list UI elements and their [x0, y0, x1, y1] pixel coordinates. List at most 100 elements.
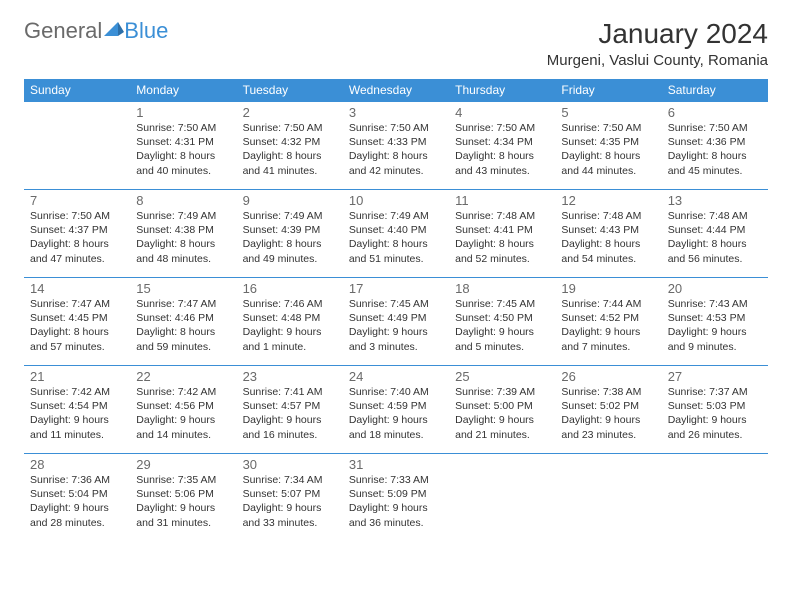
day-info: Sunrise: 7:34 AMSunset: 5:07 PMDaylight:…	[243, 473, 337, 530]
calendar-day-cell: 27Sunrise: 7:37 AMSunset: 5:03 PMDayligh…	[662, 366, 768, 454]
day-info-line: Sunset: 4:49 PM	[349, 311, 443, 325]
calendar-day-cell: 8Sunrise: 7:49 AMSunset: 4:38 PMDaylight…	[130, 190, 236, 278]
calendar-day-cell: 12Sunrise: 7:48 AMSunset: 4:43 PMDayligh…	[555, 190, 661, 278]
day-number: 3	[349, 105, 443, 120]
day-info-line: Sunrise: 7:39 AM	[455, 385, 549, 399]
page-header: GeneralBlue January 2024 Murgeni, Vaslui…	[24, 18, 768, 75]
day-info-line: Sunset: 4:57 PM	[243, 399, 337, 413]
calendar-day-cell: 29Sunrise: 7:35 AMSunset: 5:06 PMDayligh…	[130, 454, 236, 542]
day-info-line: Sunset: 4:41 PM	[455, 223, 549, 237]
day-info-line: and 59 minutes.	[136, 340, 230, 354]
weekday-header: Thursday	[449, 79, 555, 102]
calendar-day-cell: 15Sunrise: 7:47 AMSunset: 4:46 PMDayligh…	[130, 278, 236, 366]
calendar-day-cell: 2Sunrise: 7:50 AMSunset: 4:32 PMDaylight…	[237, 102, 343, 190]
day-number: 7	[30, 193, 124, 208]
day-info-line: Sunset: 4:34 PM	[455, 135, 549, 149]
calendar-day-cell: 3Sunrise: 7:50 AMSunset: 4:33 PMDaylight…	[343, 102, 449, 190]
logo-text-general: General	[24, 18, 102, 44]
day-info-line: Daylight: 9 hours	[668, 413, 762, 427]
weekday-header: Saturday	[662, 79, 768, 102]
day-info-line: Daylight: 8 hours	[243, 237, 337, 251]
calendar-day-cell	[449, 454, 555, 542]
logo: GeneralBlue	[24, 18, 168, 44]
day-info-line: Sunset: 4:56 PM	[136, 399, 230, 413]
day-info-line: and 36 minutes.	[349, 516, 443, 530]
day-info-line: and 16 minutes.	[243, 428, 337, 442]
day-info-line: Daylight: 9 hours	[243, 325, 337, 339]
day-info-line: Sunrise: 7:50 AM	[30, 209, 124, 223]
day-info: Sunrise: 7:37 AMSunset: 5:03 PMDaylight:…	[668, 385, 762, 442]
day-info-line: and 5 minutes.	[455, 340, 549, 354]
day-info-line: Daylight: 9 hours	[136, 413, 230, 427]
day-info-line: and 49 minutes.	[243, 252, 337, 266]
day-info-line: Daylight: 9 hours	[668, 325, 762, 339]
calendar-day-cell: 24Sunrise: 7:40 AMSunset: 4:59 PMDayligh…	[343, 366, 449, 454]
day-info-line: Sunrise: 7:41 AM	[243, 385, 337, 399]
day-info-line: Daylight: 9 hours	[349, 325, 443, 339]
day-info-line: Sunset: 5:03 PM	[668, 399, 762, 413]
day-info-line: Daylight: 8 hours	[136, 325, 230, 339]
calendar-day-cell: 28Sunrise: 7:36 AMSunset: 5:04 PMDayligh…	[24, 454, 130, 542]
day-info-line: Sunrise: 7:50 AM	[668, 121, 762, 135]
calendar-day-cell: 23Sunrise: 7:41 AMSunset: 4:57 PMDayligh…	[237, 366, 343, 454]
day-info-line: Sunrise: 7:49 AM	[136, 209, 230, 223]
day-info-line: Sunset: 4:45 PM	[30, 311, 124, 325]
day-info-line: Daylight: 9 hours	[455, 325, 549, 339]
day-info-line: Sunrise: 7:48 AM	[561, 209, 655, 223]
calendar-day-cell: 4Sunrise: 7:50 AMSunset: 4:34 PMDaylight…	[449, 102, 555, 190]
day-info-line: Daylight: 9 hours	[349, 501, 443, 515]
day-info-line: Sunset: 4:59 PM	[349, 399, 443, 413]
day-info-line: Sunset: 5:04 PM	[30, 487, 124, 501]
day-info-line: Daylight: 8 hours	[349, 149, 443, 163]
day-info-line: and 51 minutes.	[349, 252, 443, 266]
month-title: January 2024	[547, 18, 768, 50]
day-info-line: Daylight: 8 hours	[136, 237, 230, 251]
day-info-line: and 7 minutes.	[561, 340, 655, 354]
day-info: Sunrise: 7:49 AMSunset: 4:40 PMDaylight:…	[349, 209, 443, 266]
day-info: Sunrise: 7:46 AMSunset: 4:48 PMDaylight:…	[243, 297, 337, 354]
day-info-line: Sunrise: 7:33 AM	[349, 473, 443, 487]
day-info: Sunrise: 7:48 AMSunset: 4:41 PMDaylight:…	[455, 209, 549, 266]
day-info: Sunrise: 7:41 AMSunset: 4:57 PMDaylight:…	[243, 385, 337, 442]
weekday-header: Friday	[555, 79, 661, 102]
day-info-line: Sunset: 5:06 PM	[136, 487, 230, 501]
day-info-line: Sunrise: 7:42 AM	[136, 385, 230, 399]
day-info-line: Sunrise: 7:44 AM	[561, 297, 655, 311]
day-number: 13	[668, 193, 762, 208]
day-number: 10	[349, 193, 443, 208]
day-number: 8	[136, 193, 230, 208]
calendar-day-cell: 30Sunrise: 7:34 AMSunset: 5:07 PMDayligh…	[237, 454, 343, 542]
day-info-line: Daylight: 8 hours	[243, 149, 337, 163]
weekday-header: Monday	[130, 79, 236, 102]
day-info-line: and 33 minutes.	[243, 516, 337, 530]
calendar-week-row: 28Sunrise: 7:36 AMSunset: 5:04 PMDayligh…	[24, 454, 768, 542]
day-info-line: Daylight: 8 hours	[30, 237, 124, 251]
day-info-line: Sunrise: 7:50 AM	[561, 121, 655, 135]
day-number: 22	[136, 369, 230, 384]
logo-triangle-icon	[104, 18, 124, 44]
day-info-line: Sunrise: 7:38 AM	[561, 385, 655, 399]
day-info-line: and 28 minutes.	[30, 516, 124, 530]
day-info-line: and 57 minutes.	[30, 340, 124, 354]
day-info-line: Sunset: 5:07 PM	[243, 487, 337, 501]
day-info-line: Sunset: 4:48 PM	[243, 311, 337, 325]
day-info-line: Sunset: 4:31 PM	[136, 135, 230, 149]
day-info-line: Daylight: 9 hours	[243, 501, 337, 515]
calendar-day-cell	[24, 102, 130, 190]
day-info-line: Daylight: 8 hours	[668, 237, 762, 251]
day-info-line: Sunrise: 7:46 AM	[243, 297, 337, 311]
calendar-week-row: 1Sunrise: 7:50 AMSunset: 4:31 PMDaylight…	[24, 102, 768, 190]
day-info-line: Sunset: 4:33 PM	[349, 135, 443, 149]
day-info-line: Sunrise: 7:45 AM	[455, 297, 549, 311]
day-number: 12	[561, 193, 655, 208]
day-number: 26	[561, 369, 655, 384]
day-number: 25	[455, 369, 549, 384]
day-number: 14	[30, 281, 124, 296]
day-number: 29	[136, 457, 230, 472]
day-info-line: Sunrise: 7:40 AM	[349, 385, 443, 399]
day-info-line: and 44 minutes.	[561, 164, 655, 178]
day-info: Sunrise: 7:42 AMSunset: 4:54 PMDaylight:…	[30, 385, 124, 442]
day-info-line: Sunrise: 7:42 AM	[30, 385, 124, 399]
day-info: Sunrise: 7:43 AMSunset: 4:53 PMDaylight:…	[668, 297, 762, 354]
day-info-line: Sunrise: 7:48 AM	[668, 209, 762, 223]
